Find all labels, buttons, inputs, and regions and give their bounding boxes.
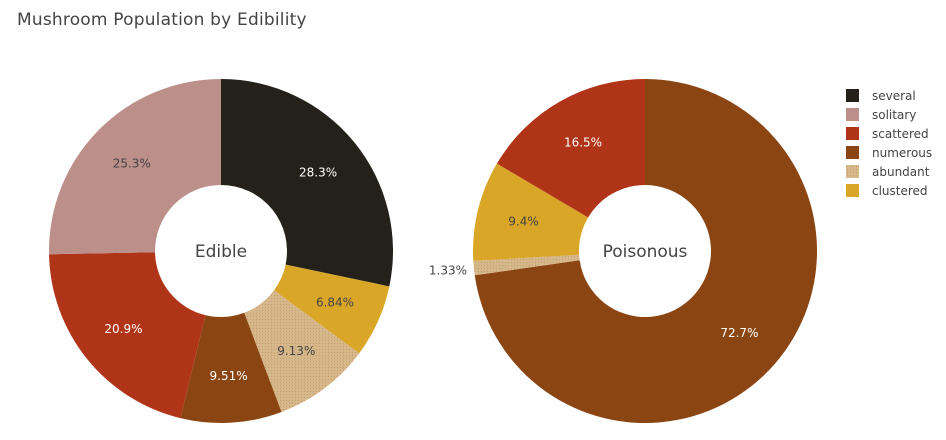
slice-label: 9.13% xyxy=(277,344,315,358)
slice-label: 25.3% xyxy=(113,156,151,170)
pie-edible: 28.3% 6.84% 9.13% 9.51% 20.9% 25.3% Edible xyxy=(49,79,393,424)
pie-slice-several[interactable] xyxy=(221,79,393,287)
legend-item-numerous[interactable]: numerous xyxy=(846,143,932,162)
legend-swatch xyxy=(846,89,859,102)
legend-label: solitary xyxy=(872,107,917,122)
legend-swatch xyxy=(846,108,859,121)
legend-item-scattered[interactable]: scattered xyxy=(846,124,932,143)
chart-title: Mushroom Population by Edibility xyxy=(17,10,307,30)
legend-swatch xyxy=(846,184,859,197)
legend-item-solitary[interactable]: solitary xyxy=(846,105,932,124)
legend-item-clustered[interactable]: clustered xyxy=(846,181,932,200)
legend-label: numerous xyxy=(872,145,933,160)
pie-slice-numerous[interactable] xyxy=(180,312,282,424)
legend: several solitary scattered numerous abun… xyxy=(846,86,932,200)
center-label: Edible xyxy=(195,242,247,262)
legend-item-several[interactable]: several xyxy=(846,86,932,105)
legend-swatch xyxy=(846,127,859,140)
slice-label: 28.3% xyxy=(299,165,337,179)
slice-label: 6.84% xyxy=(316,295,354,309)
pie-slice-scattered[interactable] xyxy=(49,252,206,419)
pie-slice-numerous[interactable] xyxy=(474,79,817,423)
slice-label: 20.9% xyxy=(104,322,142,336)
slice-label: 72.7% xyxy=(720,326,758,340)
center-label: Poisonous xyxy=(603,242,688,262)
legend-item-abundant[interactable]: abundant xyxy=(846,162,932,181)
legend-swatch xyxy=(846,165,859,178)
slice-label: 9.4% xyxy=(508,215,539,229)
pie-slice-clustered[interactable] xyxy=(274,264,390,354)
legend-label: several xyxy=(872,88,916,103)
legend-label: clustered xyxy=(872,183,928,198)
pie-slice-scattered[interactable] xyxy=(496,79,645,218)
pie-slice-abundant[interactable] xyxy=(473,254,580,276)
legend-label: scattered xyxy=(872,126,929,141)
legend-label: abundant xyxy=(872,164,930,179)
pie-slice-solitary[interactable] xyxy=(49,79,221,255)
pie-slice-clustered[interactable] xyxy=(473,163,589,261)
pie-slice-abundant[interactable] xyxy=(244,290,360,413)
pie-poisonous: 72.7% 1.33% 9.4% 16.5% Poisonous xyxy=(429,79,817,423)
legend-swatch xyxy=(846,146,859,159)
slice-label: 1.33% xyxy=(429,264,467,278)
slice-label: 9.51% xyxy=(210,369,248,383)
slice-label: 16.5% xyxy=(564,135,602,149)
